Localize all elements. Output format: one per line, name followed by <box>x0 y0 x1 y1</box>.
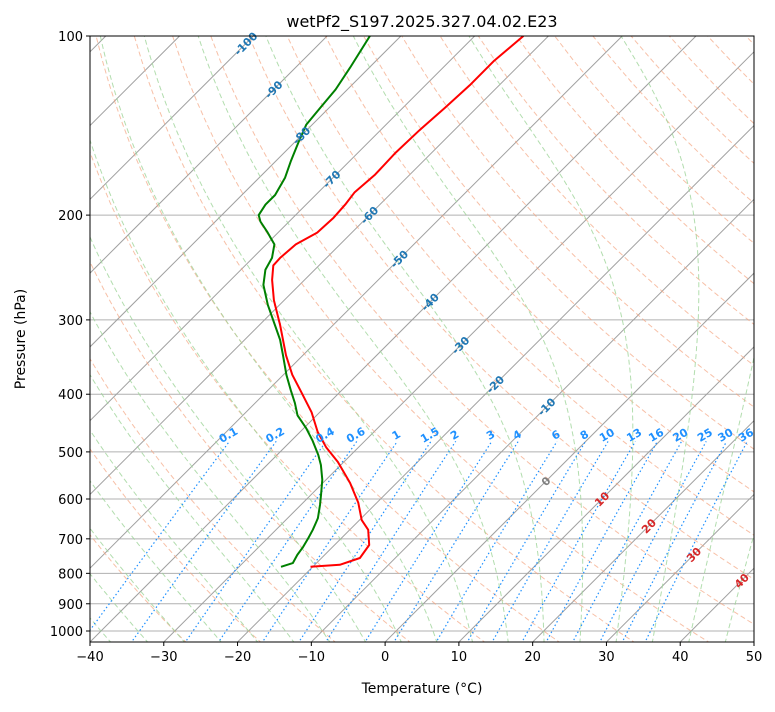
moist-adiabat-line <box>4 36 331 644</box>
moist-adiabat-line <box>100 36 437 644</box>
y-tick-label: 400 <box>58 388 83 403</box>
isotherm-line <box>752 36 775 644</box>
x-tick-label: 10 <box>451 650 468 665</box>
y-tick-label: 300 <box>58 314 83 329</box>
x-tick-label: 40 <box>672 650 689 665</box>
y-tick-label: 100 <box>58 30 83 45</box>
x-tick-label: 50 <box>746 650 763 665</box>
chart-title: wetPf2_S197.2025.327.04.02.E23 <box>286 12 557 32</box>
moist-adiabat-line <box>725 36 775 644</box>
dry-adiabat-line <box>631 36 775 644</box>
mixing-ratio-label: 16 <box>646 426 666 445</box>
moist-adiabat-line <box>0 36 222 644</box>
mixing-ratio-line <box>599 441 706 643</box>
mixing-ratio-line <box>644 441 747 643</box>
dry-adiabat-line <box>0 36 262 644</box>
isotherm-line <box>0 36 401 644</box>
isotherm-line <box>0 36 253 644</box>
x-tick-label: 0 <box>381 650 389 665</box>
mixing-ratio-line <box>545 441 657 643</box>
x-tick-label: −10 <box>298 650 325 665</box>
mixing-ratio-label: 8 <box>578 428 591 443</box>
mixing-ratio-label: 3 <box>484 428 497 443</box>
y-tick-label: 200 <box>58 209 83 224</box>
y-axis: 100 200 300 400 500 600 700 800 900 1000 <box>50 30 90 640</box>
mixing-ratio-line <box>622 441 727 643</box>
mixing-ratio-line <box>364 441 492 643</box>
mixing-ratio-label: 1.5 <box>418 425 441 446</box>
dry-adiabat-line <box>555 36 775 644</box>
isotherm-line <box>384 36 775 644</box>
mixing-ratio-line <box>80 441 229 643</box>
moist-adiabat-line <box>63 36 402 644</box>
mixing-ratio-line <box>491 441 608 643</box>
mixing-ratio-line <box>393 441 518 643</box>
dry-adiabat-line <box>517 36 775 644</box>
isotherm-line <box>0 36 327 644</box>
mixing-ratio-line <box>261 441 397 643</box>
moist-adiabat-line <box>469 36 633 644</box>
mixing-ratio-label: 6 <box>549 428 562 443</box>
dry-adiabat-line <box>746 36 775 644</box>
x-axis: −40 −30 −20 −10 0 10 20 30 40 50 <box>76 642 762 665</box>
y-tick-label: 800 <box>58 567 83 582</box>
mixing-ratio-line <box>218 441 357 643</box>
dry-adiabat-line <box>364 36 775 644</box>
x-axis-label: Temperature (°C) <box>361 681 483 697</box>
mixing-ratio-label: 0.2 <box>264 425 287 446</box>
mixing-ratio-label: 0.1 <box>217 425 240 446</box>
isotherm-line <box>457 36 775 644</box>
isotherm-line <box>88 36 696 644</box>
mixing-ratio-label: 13 <box>624 426 644 445</box>
mixing-ratio-label: 10 <box>597 426 617 445</box>
x-tick-label: 20 <box>524 650 541 665</box>
isotherm-line <box>531 36 775 644</box>
dry-adiabat-line <box>593 36 775 644</box>
isotherm-label: -30 <box>449 334 472 357</box>
isotherm-label: 10 <box>592 489 612 509</box>
moist-adiabat-line <box>32 36 367 644</box>
x-tick-label: −30 <box>150 650 177 665</box>
dry-adiabat-line <box>0 36 337 644</box>
y-tick-label: 600 <box>58 493 83 508</box>
dry-adiabat-line <box>669 36 775 644</box>
dry-adiabat-line <box>708 36 775 644</box>
background-lines <box>0 36 775 644</box>
mixing-ratio-line <box>131 441 277 643</box>
isotherm-line <box>0 36 475 644</box>
x-tick-label: −40 <box>76 650 103 665</box>
y-tick-label: 700 <box>58 533 83 548</box>
mixing-ratio-label: 1 <box>390 428 403 443</box>
x-tick-label: −20 <box>224 650 251 665</box>
isotherm-label: -90 <box>262 78 285 101</box>
x-tick-label: 30 <box>598 650 615 665</box>
mixing-ratio-line <box>572 441 682 643</box>
mixing-ratio-label: 0.6 <box>344 425 368 446</box>
moist-adiabat-line <box>0 36 259 644</box>
y-tick-label: 500 <box>58 446 83 461</box>
mixing-ratio-label: 2 <box>448 428 461 443</box>
y-tick-label: 900 <box>58 598 83 613</box>
mixing-ratio-label: 36 <box>736 426 756 445</box>
mixing-ratio-line <box>435 441 557 643</box>
profile-traces <box>259 36 524 567</box>
y-axis-label: Pressure (hPa) <box>13 289 29 389</box>
dry-adiabat-line <box>440 36 775 644</box>
mixing-ratio-label: 25 <box>695 426 715 445</box>
y-tick-label: 1000 <box>50 625 83 640</box>
dry-adiabat-line <box>20 36 412 644</box>
